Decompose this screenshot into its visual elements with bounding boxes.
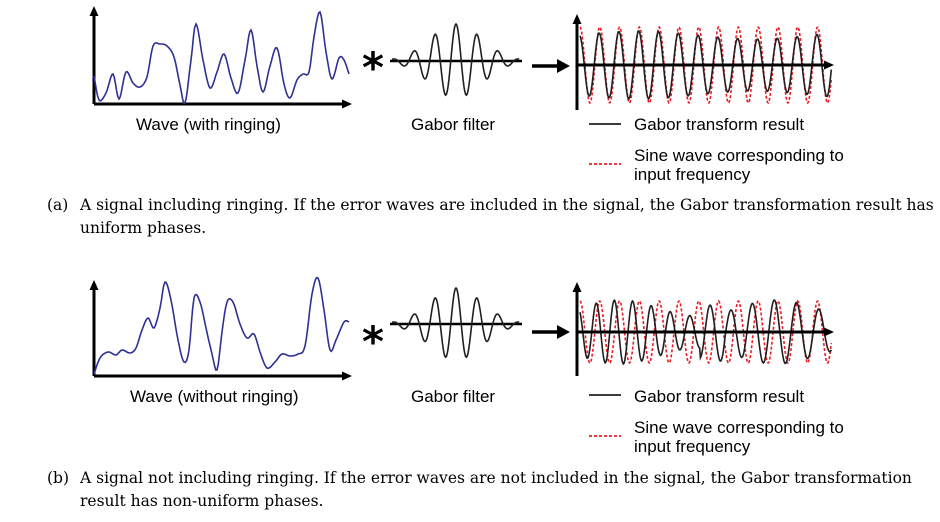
caption-tag: (a) [47, 196, 69, 214]
arrow-head [557, 59, 570, 73]
transform-arrow-b [532, 325, 570, 339]
wave-plot-b [89, 276, 352, 381]
result-x-arrow [824, 327, 834, 337]
gabor-filter-label: Gabor filter [411, 387, 496, 406]
wave-without-ringing [93, 276, 350, 375]
wave-label: Wave (with ringing) [136, 115, 281, 134]
wave-x-arrow [342, 99, 352, 109]
wave-y-arrow [89, 6, 99, 16]
gabor-transform-result [579, 29, 833, 101]
gabor-filter-a [390, 22, 522, 97]
panel-a: * Wave (with ringing) Gabor filter Gabor… [0, 0, 940, 245]
sine-wave-reference [579, 25, 833, 105]
legend-sine-label: Sine wave corresponding to input frequen… [634, 418, 844, 456]
caption-tag: (b) [47, 469, 70, 487]
arrow-head [557, 325, 570, 339]
transform-arrow-a [532, 59, 570, 73]
caption-text: A signal not including ringing. If the e… [80, 469, 912, 510]
panel-b: * Wave (without ringing) Gabor filter Ga… [0, 270, 940, 522]
wave-with-ringing [93, 10, 350, 104]
gabor-filter-curve [391, 286, 520, 359]
result-plot-a [572, 14, 834, 110]
wave-x-arrow [342, 371, 352, 381]
caption-text: A signal including ringing. If the error… [80, 196, 934, 237]
gabor-filter-label: Gabor filter [411, 115, 496, 134]
legend-sine-label: Sine wave corresponding to input frequen… [634, 146, 844, 184]
convolution-symbol: * [362, 317, 384, 366]
legend-result-label: Gabor transform result [634, 115, 805, 134]
gabor-filter-curve [391, 22, 520, 97]
panel-a-figure: * [89, 6, 834, 165]
wave-plot-a [89, 6, 352, 109]
result-y-arrow [572, 14, 582, 24]
wave-label: Wave (without ringing) [130, 387, 299, 406]
result-x-arrow [824, 60, 834, 70]
panel-b-figure: * [89, 276, 834, 437]
wave-y-arrow [89, 280, 99, 290]
convolution-symbol: * [362, 43, 384, 92]
sine-wave-reference [579, 299, 833, 365]
result-plot-b [572, 282, 834, 376]
gabor-transform-result [579, 298, 833, 366]
legend-result-label: Gabor transform result [634, 387, 805, 406]
result-y-arrow [572, 282, 582, 292]
gabor-filter-b [390, 286, 522, 359]
